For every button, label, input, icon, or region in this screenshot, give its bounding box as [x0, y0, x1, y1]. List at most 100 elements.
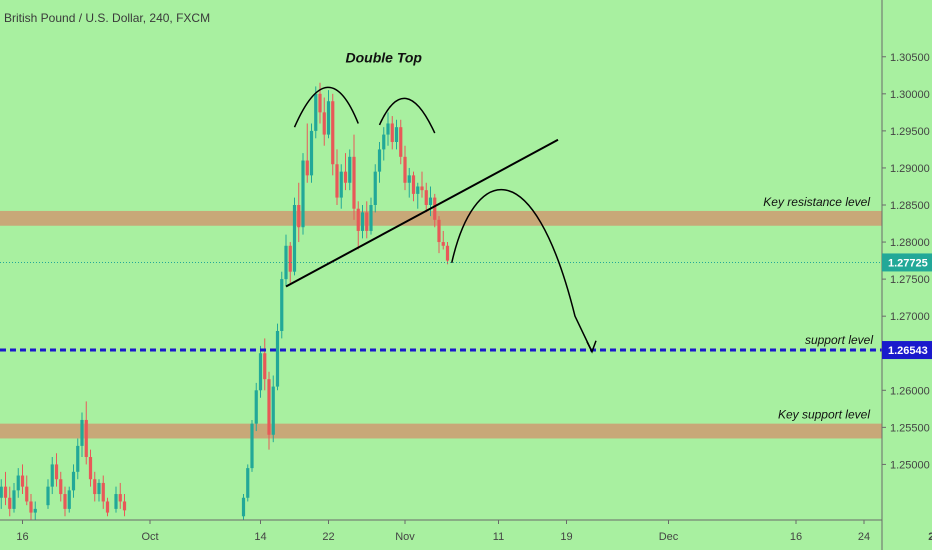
- candle-body-24: [105, 501, 110, 513]
- candle-body-12: [54, 464, 59, 480]
- candle-body-66: [403, 156, 407, 183]
- candle-body-70: [420, 186, 424, 191]
- candle-body-44: [309, 130, 314, 176]
- y-tick-label-6: 1.28000: [890, 237, 930, 249]
- x-tick-label-1: 16: [16, 531, 28, 543]
- candle-body-58: [369, 205, 373, 231]
- candle-body-33: [263, 353, 267, 380]
- candle-body-42: [301, 160, 305, 228]
- candle-body-19: [84, 419, 88, 457]
- y-tick-label-8: 1.27000: [890, 311, 930, 323]
- candle-body-60: [377, 149, 382, 172]
- candle-body-61: [382, 134, 386, 150]
- candle-body-76: [445, 245, 450, 261]
- candle-body-40: [292, 205, 297, 272]
- candle-body-26: [118, 494, 122, 502]
- candle-body-20: [88, 457, 93, 480]
- candle-body-74: [437, 219, 441, 243]
- x-tick-label-7: 19: [560, 531, 572, 543]
- y-tick-label-11: 1.25500: [890, 422, 930, 434]
- candle-body-73: [433, 197, 437, 220]
- y-tick-label-2: 1.30000: [890, 89, 930, 101]
- double-top-label: Double Top: [346, 50, 423, 66]
- x-tick-label-11: 2020: [928, 531, 932, 543]
- candle-body-29: [246, 468, 250, 498]
- zone-label-1: Key resistance level: [763, 195, 870, 209]
- candle-body-3: [8, 497, 12, 509]
- candle-body-71: [424, 190, 428, 205]
- y-tick-label-7: 1.27500: [890, 274, 930, 286]
- zone-band-2: [0, 423, 882, 439]
- candle-body-21: [93, 479, 97, 495]
- candle-body-53: [348, 156, 352, 183]
- current-price-badge: [882, 253, 932, 272]
- candle-body-52: [343, 171, 348, 183]
- y-tick-label-12: 1.25000: [890, 459, 930, 471]
- candle-body-64: [394, 127, 399, 142]
- candle-body-67: [407, 175, 411, 183]
- candle-body-32: [258, 353, 263, 391]
- y-tick-label-1: 1.30500: [890, 52, 930, 64]
- candle-body-62: [386, 123, 390, 135]
- candle-body-25: [114, 494, 118, 509]
- candle-body-10: [46, 486, 50, 506]
- candle-body-27: [122, 501, 127, 511]
- candle-body-9: [33, 508, 37, 513]
- candle-body-11: [50, 464, 54, 487]
- projection-arrow-path: [451, 188, 593, 353]
- candle-body-39: [288, 245, 292, 272]
- candle-body-50: [335, 164, 339, 198]
- zone-band-1: [0, 210, 882, 226]
- support-line-label: support level: [805, 333, 873, 347]
- candle-body-18: [80, 419, 84, 446]
- projection-arrow-head: [586, 340, 597, 354]
- y-tick-label-4: 1.29000: [890, 163, 930, 175]
- x-tick-label-2: Oct: [141, 531, 158, 543]
- candle-body-5: [16, 475, 20, 491]
- support-price-badge: [882, 341, 932, 360]
- x-tick-label-10: 24: [858, 531, 870, 543]
- trendline: [285, 138, 559, 288]
- candle-body-45: [314, 93, 318, 131]
- x-tick-label-3: 14: [254, 531, 266, 543]
- chart-title: British Pound / U.S. Dollar, 240, FXCM: [4, 11, 211, 25]
- candle-body-35: [271, 386, 275, 435]
- candle-body-17: [76, 445, 80, 472]
- candle-body-51: [339, 171, 343, 198]
- x-tick-label-8: Dec: [659, 531, 679, 543]
- y-tick-label-10: 1.26000: [890, 385, 930, 397]
- candle-body-31: [254, 390, 258, 424]
- candle-body-75: [441, 242, 445, 246]
- support-price-value: 1.26543: [888, 345, 928, 357]
- candle-body-23: [101, 482, 105, 502]
- candle-body-63: [390, 123, 394, 142]
- candle-body-30: [250, 423, 254, 469]
- y-tick-label-3: 1.29500: [890, 126, 930, 138]
- candle-body-55: [356, 208, 360, 231]
- candle-body-43: [305, 160, 309, 176]
- candle-body-1: [0, 486, 3, 498]
- candle-body-49: [331, 101, 335, 165]
- candle-body-65: [399, 127, 403, 157]
- candle-body-13: [59, 479, 63, 495]
- candle-body-8: [29, 501, 33, 513]
- x-tick-label-9: 16: [790, 531, 802, 543]
- candle-body-36: [275, 331, 280, 387]
- candle-body-16: [71, 471, 76, 491]
- candle-body-2: [3, 486, 8, 498]
- candle-body-37: [280, 279, 284, 331]
- candle-body-69: [416, 186, 420, 194]
- candle-body-28: [241, 497, 246, 517]
- current-price-value: 1.27725: [888, 257, 928, 269]
- candle-body-4: [12, 490, 16, 509]
- candle-body-48: [326, 101, 331, 135]
- x-tick-label-5: Nov: [395, 531, 415, 543]
- candle-body-56: [360, 212, 365, 231]
- candle-body-14: [63, 494, 67, 509]
- candle-body-6: [20, 475, 25, 487]
- candle-body-68: [411, 175, 416, 194]
- x-tick-label-4: 22: [322, 531, 334, 543]
- double-top-arc-left: [293, 86, 359, 128]
- candle-body-46: [318, 93, 322, 113]
